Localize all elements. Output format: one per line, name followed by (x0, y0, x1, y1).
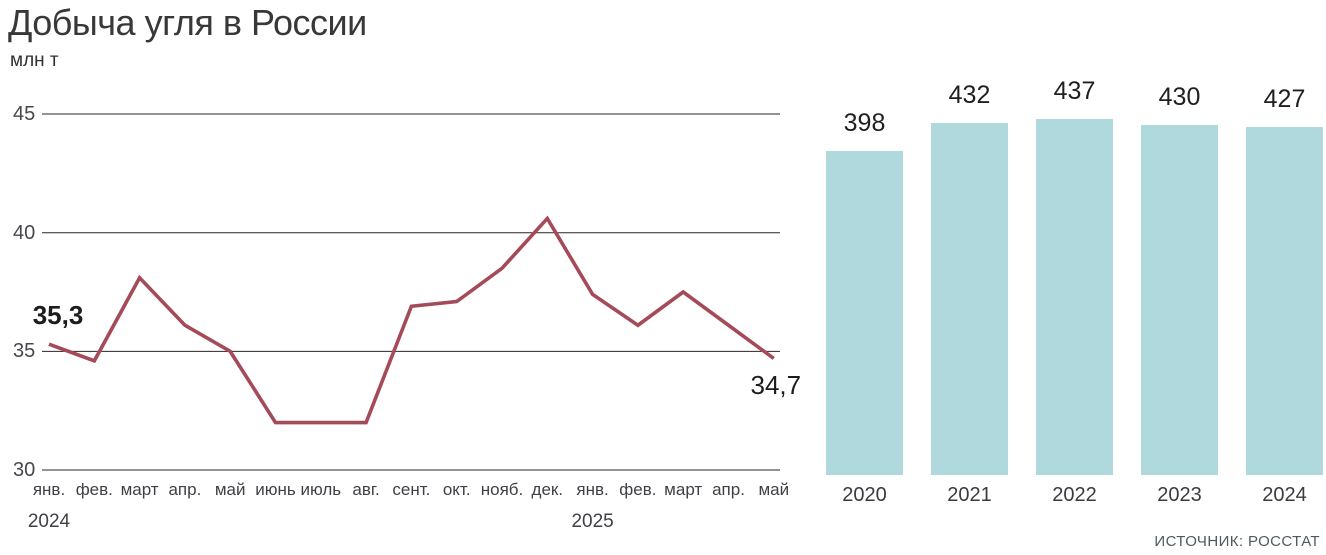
bar (1036, 119, 1113, 475)
bar (931, 123, 1008, 475)
annotation-value: 34,7 (750, 370, 802, 401)
month-label: март (664, 480, 703, 499)
bar-value-label: 430 (1158, 82, 1201, 111)
bar (1246, 127, 1323, 475)
month-label: янв. (32, 480, 66, 499)
month-label: май (758, 480, 790, 499)
bar-year-label: 2023 (1157, 484, 1202, 506)
y-tick-label: 30 (13, 459, 36, 481)
monthly-line-chart (42, 113, 780, 471)
source-credit: ИСТОЧНИК: РОССТАТ (1154, 533, 1320, 550)
month-label: июль (300, 480, 342, 499)
month-label: апр. (168, 480, 202, 499)
page-title: Добыча угля в России (8, 2, 367, 43)
month-label: фев. (75, 480, 113, 499)
line-series (48, 215, 775, 425)
month-label: июнь (255, 480, 296, 499)
month-label: янв. (576, 480, 609, 499)
bar-year-label: 2021 (947, 484, 992, 506)
y-tick-label: 45 (13, 103, 36, 126)
month-label: фев. (619, 480, 657, 499)
annotation-value: 35,3 (32, 300, 84, 331)
month-label: нояб. (480, 480, 524, 499)
bar-year-label: 2020 (842, 484, 887, 506)
bar-value-label: 432 (948, 81, 991, 110)
y-tick-label: 40 (13, 221, 36, 244)
month-label: авг. (352, 480, 380, 499)
year-label: 2024 (27, 511, 71, 532)
month-label: сент. (392, 480, 431, 499)
bar (826, 150, 903, 475)
month-label: апр. (712, 480, 745, 499)
bar-value-label: 437 (1053, 77, 1096, 105)
bar-year-label: 2024 (1262, 484, 1307, 506)
month-label: май (214, 480, 246, 499)
y-tick-label: 35 (13, 340, 36, 363)
month-label: март (120, 480, 159, 499)
bar-value-label: 427 (1263, 85, 1306, 114)
month-label: окт. (442, 480, 471, 499)
unit-label: млн т (10, 50, 59, 71)
bar-value-label: 398 (843, 108, 886, 137)
bar (1141, 124, 1218, 475)
month-label: дек. (531, 480, 564, 499)
year-label: 2025 (571, 511, 614, 532)
bar-year-label: 2022 (1052, 484, 1097, 506)
